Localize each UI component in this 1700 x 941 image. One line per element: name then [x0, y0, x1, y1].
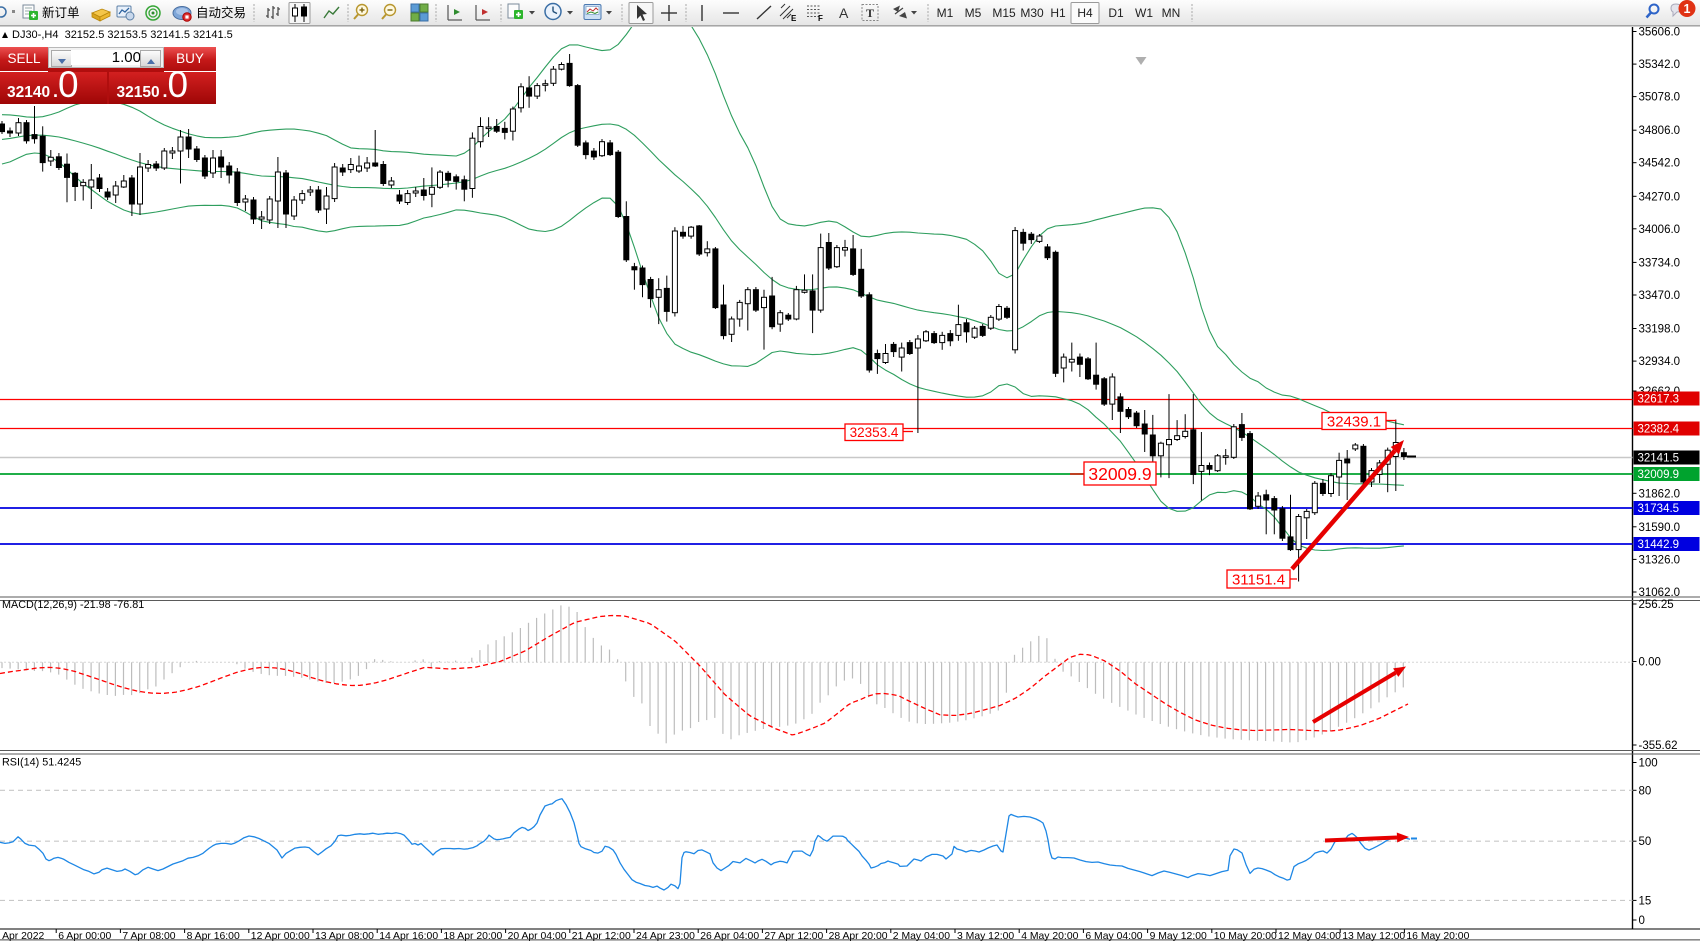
svg-text:6 May 04:00: 6 May 04:00	[1085, 931, 1142, 941]
svg-text:31151.4: 31151.4	[1232, 571, 1285, 588]
svg-text:31862.0: 31862.0	[1639, 488, 1681, 500]
svg-text:1: 1	[1684, 2, 1691, 16]
svg-text:0: 0	[1639, 915, 1645, 927]
svg-text:32141.5: 32141.5	[1638, 453, 1680, 465]
svg-text:80: 80	[1639, 785, 1652, 797]
svg-text:5 Apr 2022: 5 Apr 2022	[0, 931, 44, 941]
svg-text:M1: M1	[937, 6, 954, 20]
svg-text:新订单: 新订单	[42, 5, 80, 20]
svg-text:50: 50	[1639, 836, 1652, 848]
svg-text:20 Apr 04:00: 20 Apr 04:00	[508, 931, 567, 941]
svg-text:6 Apr 00:00: 6 Apr 00:00	[58, 931, 111, 941]
svg-text:35078.0: 35078.0	[1639, 92, 1681, 104]
svg-text:9 May 12:00: 9 May 12:00	[1150, 931, 1207, 941]
svg-text:31442.9: 31442.9	[1638, 539, 1680, 551]
svg-text:MACD(12,26,9) -21.98 -76.81: MACD(12,26,9) -21.98 -76.81	[2, 599, 144, 611]
svg-text:27 Apr 12:00: 27 Apr 12:00	[764, 931, 823, 941]
svg-text:MN: MN	[1162, 6, 1181, 20]
svg-text:M15: M15	[992, 6, 1016, 20]
svg-text:0.00: 0.00	[1639, 657, 1661, 669]
svg-text:W1: W1	[1135, 6, 1153, 20]
svg-text:RSI(14) 51.4245: RSI(14) 51.4245	[2, 757, 81, 769]
svg-text:34270.0: 34270.0	[1639, 191, 1681, 203]
svg-text:14 Apr 16:00: 14 Apr 16:00	[379, 931, 438, 941]
svg-text:35342.0: 35342.0	[1639, 59, 1681, 71]
svg-text:32353.4: 32353.4	[850, 425, 899, 440]
svg-text:35606.0: 35606.0	[1639, 27, 1681, 39]
svg-text:H4: H4	[1077, 6, 1093, 20]
svg-text:12 May 04:00: 12 May 04:00	[1278, 931, 1341, 941]
svg-text:31062.0: 31062.0	[1639, 587, 1681, 599]
svg-text:32934.0: 32934.0	[1639, 356, 1681, 368]
svg-text:13 May 12:00: 13 May 12:00	[1342, 931, 1405, 941]
svg-text:33734.0: 33734.0	[1639, 257, 1681, 269]
svg-text:31590.0: 31590.0	[1639, 522, 1681, 534]
svg-text:7 Apr 08:00: 7 Apr 08:00	[122, 931, 175, 941]
svg-text:26 Apr 04:00: 26 Apr 04:00	[700, 931, 759, 941]
svg-text:8 Apr 16:00: 8 Apr 16:00	[187, 931, 240, 941]
svg-text:32439.1: 32439.1	[1327, 413, 1381, 430]
svg-text:F: F	[818, 14, 823, 23]
svg-text:M5: M5	[965, 6, 982, 20]
svg-text:34006.0: 34006.0	[1639, 224, 1681, 236]
svg-text:34542.0: 34542.0	[1639, 158, 1681, 170]
svg-text:18 Apr 20:00: 18 Apr 20:00	[443, 931, 502, 941]
svg-text:13 Apr 08:00: 13 Apr 08:00	[315, 931, 374, 941]
svg-text:D1: D1	[1108, 6, 1124, 20]
svg-text:34806.0: 34806.0	[1639, 125, 1681, 137]
svg-text:32009.9: 32009.9	[1088, 464, 1151, 484]
svg-text:A: A	[839, 5, 849, 21]
svg-text:T: T	[866, 6, 874, 20]
svg-text:33470.0: 33470.0	[1639, 290, 1681, 302]
svg-text:12 Apr 00:00: 12 Apr 00:00	[251, 931, 310, 941]
svg-text:24 Apr 23:00: 24 Apr 23:00	[636, 931, 695, 941]
svg-text:2 May 04:00: 2 May 04:00	[893, 931, 950, 941]
svg-text:15: 15	[1639, 895, 1652, 907]
svg-text:-355.62: -355.62	[1639, 740, 1678, 752]
svg-text:3 May 12:00: 3 May 12:00	[957, 931, 1014, 941]
svg-text:H1: H1	[1050, 6, 1066, 20]
svg-text:31326.0: 31326.0	[1639, 554, 1681, 566]
svg-text:100: 100	[1639, 758, 1658, 770]
svg-text:33198.0: 33198.0	[1639, 324, 1681, 336]
svg-text:32009.9: 32009.9	[1638, 469, 1680, 481]
svg-text:自动交易: 自动交易	[196, 5, 246, 20]
svg-text:E: E	[791, 14, 797, 23]
svg-text:21 Apr 12:00: 21 Apr 12:00	[572, 931, 631, 941]
svg-text:M30: M30	[1020, 6, 1044, 20]
svg-text:16 May 20:00: 16 May 20:00	[1406, 931, 1469, 941]
svg-text:28 Apr 20:00: 28 Apr 20:00	[829, 931, 888, 941]
svg-text:4 May 20:00: 4 May 20:00	[1021, 931, 1078, 941]
svg-text:10 May 20:00: 10 May 20:00	[1214, 931, 1277, 941]
svg-text:32617.3: 32617.3	[1638, 394, 1680, 406]
svg-text:256.25: 256.25	[1639, 599, 1674, 611]
svg-text:32382.4: 32382.4	[1638, 424, 1680, 436]
svg-text:31734.5: 31734.5	[1638, 503, 1680, 515]
